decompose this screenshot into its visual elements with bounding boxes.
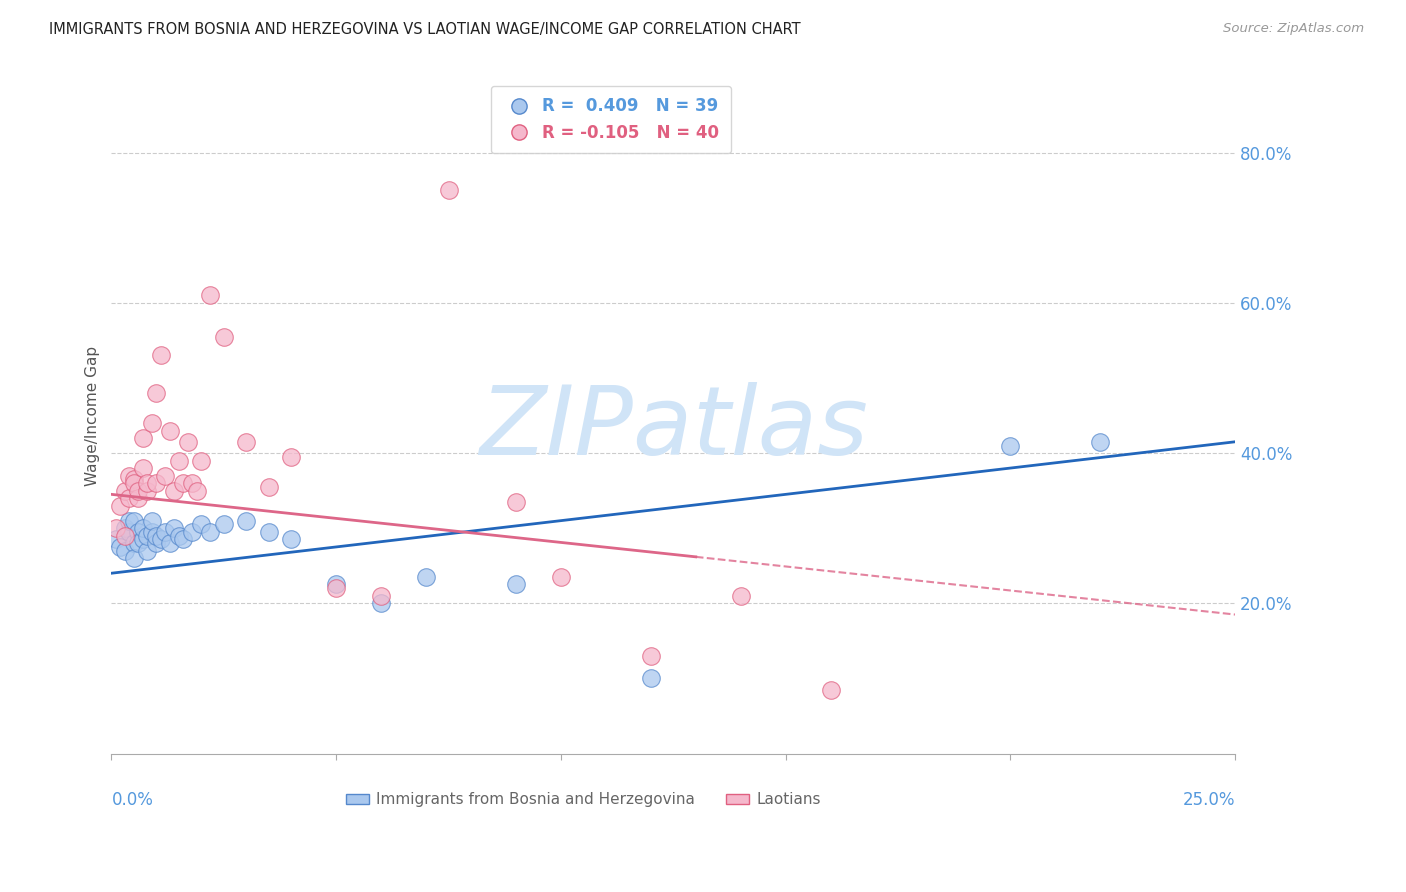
Point bbox=[415, 570, 437, 584]
Point bbox=[325, 577, 347, 591]
Legend: Immigrants from Bosnia and Herzegovina, Laotians: Immigrants from Bosnia and Herzegovina, … bbox=[340, 786, 827, 814]
Text: ZIPatlas: ZIPatlas bbox=[479, 383, 868, 475]
Point bbox=[122, 472, 145, 486]
Point bbox=[177, 434, 200, 449]
Point bbox=[122, 551, 145, 566]
Point bbox=[1000, 438, 1022, 452]
Point bbox=[136, 483, 159, 498]
Point bbox=[118, 468, 141, 483]
Point bbox=[159, 424, 181, 438]
Point bbox=[172, 476, 194, 491]
Point bbox=[149, 533, 172, 547]
Point bbox=[145, 476, 167, 491]
Point bbox=[172, 533, 194, 547]
Point bbox=[640, 672, 662, 686]
Point bbox=[104, 521, 127, 535]
Point bbox=[132, 521, 155, 535]
Text: 0.0%: 0.0% bbox=[111, 790, 153, 809]
Point bbox=[550, 570, 572, 584]
Point bbox=[159, 536, 181, 550]
Point bbox=[257, 524, 280, 539]
Point bbox=[325, 581, 347, 595]
Point bbox=[155, 468, 177, 483]
Point bbox=[110, 499, 132, 513]
Point bbox=[437, 183, 460, 197]
Point bbox=[820, 682, 842, 697]
Point bbox=[212, 517, 235, 532]
Point bbox=[132, 461, 155, 475]
Point bbox=[370, 596, 392, 610]
Point bbox=[122, 536, 145, 550]
Point bbox=[127, 536, 149, 550]
Point bbox=[132, 533, 155, 547]
Point bbox=[114, 483, 136, 498]
Point bbox=[122, 514, 145, 528]
Point bbox=[127, 483, 149, 498]
Text: 25.0%: 25.0% bbox=[1182, 790, 1236, 809]
Text: IMMIGRANTS FROM BOSNIA AND HERZEGOVINA VS LAOTIAN WAGE/INCOME GAP CORRELATION CH: IMMIGRANTS FROM BOSNIA AND HERZEGOVINA V… bbox=[49, 22, 801, 37]
Point bbox=[155, 524, 177, 539]
Point bbox=[122, 476, 145, 491]
Point bbox=[136, 476, 159, 491]
Point bbox=[640, 648, 662, 663]
Point bbox=[181, 524, 204, 539]
Point bbox=[505, 577, 527, 591]
Point bbox=[145, 536, 167, 550]
Point bbox=[167, 529, 190, 543]
Point bbox=[118, 491, 141, 505]
Point bbox=[235, 434, 257, 449]
Point bbox=[136, 529, 159, 543]
Point bbox=[280, 533, 302, 547]
Point bbox=[505, 495, 527, 509]
Point bbox=[110, 540, 132, 554]
Point bbox=[114, 521, 136, 535]
Point bbox=[190, 453, 212, 467]
Point bbox=[1090, 434, 1112, 449]
Point bbox=[114, 529, 136, 543]
Point bbox=[167, 453, 190, 467]
Point bbox=[149, 348, 172, 362]
Point bbox=[181, 476, 204, 491]
Point bbox=[730, 589, 752, 603]
Point bbox=[163, 483, 186, 498]
Point bbox=[114, 543, 136, 558]
Point bbox=[235, 514, 257, 528]
Point bbox=[200, 288, 222, 302]
Point bbox=[127, 491, 149, 505]
Point bbox=[190, 517, 212, 532]
Point bbox=[136, 543, 159, 558]
Point bbox=[257, 480, 280, 494]
Point bbox=[200, 524, 222, 539]
Point bbox=[104, 533, 127, 547]
Point bbox=[163, 521, 186, 535]
Point bbox=[370, 589, 392, 603]
Point bbox=[132, 431, 155, 445]
Point bbox=[141, 514, 163, 528]
Point bbox=[145, 529, 167, 543]
Point bbox=[118, 524, 141, 539]
Point bbox=[141, 524, 163, 539]
Y-axis label: Wage/Income Gap: Wage/Income Gap bbox=[86, 345, 100, 485]
Point bbox=[145, 386, 167, 401]
Point bbox=[280, 450, 302, 464]
Point bbox=[212, 329, 235, 343]
Point bbox=[127, 524, 149, 539]
Point bbox=[118, 514, 141, 528]
Point bbox=[186, 483, 208, 498]
Text: Source: ZipAtlas.com: Source: ZipAtlas.com bbox=[1223, 22, 1364, 36]
Point bbox=[141, 416, 163, 430]
